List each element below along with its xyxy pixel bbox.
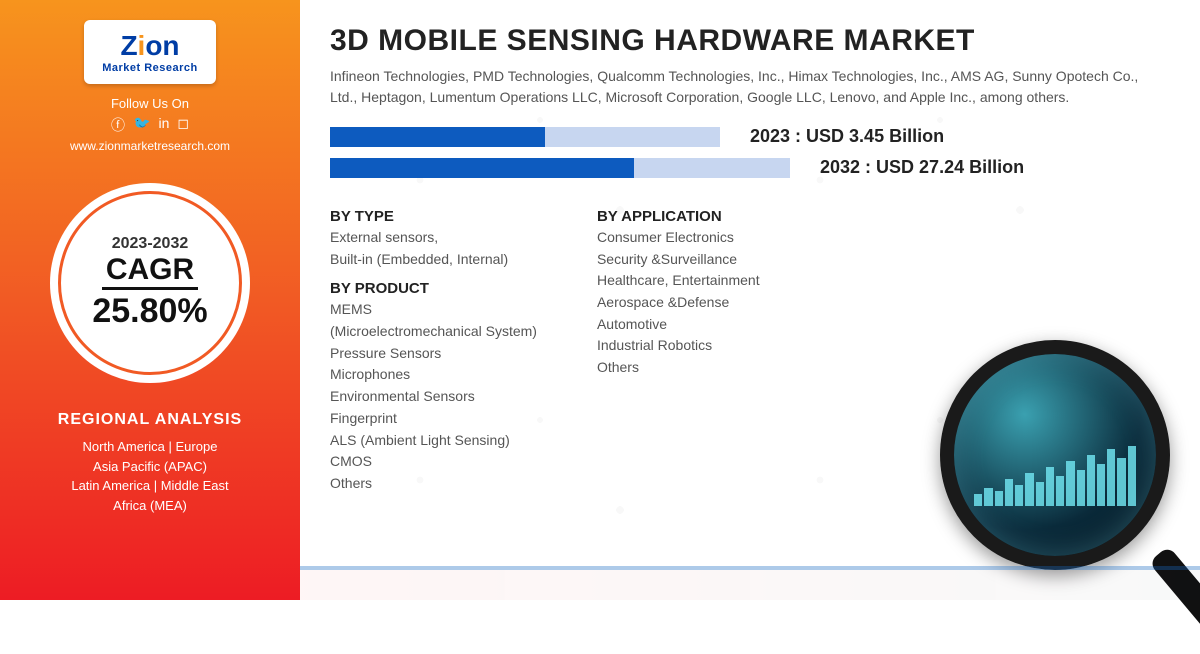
magnifier-lens <box>940 340 1170 570</box>
bar-row-2032: 2032 : USD 27.24 Billion <box>330 157 1170 178</box>
cagr-circle: 2023-2032 CAGR 25.80% <box>50 183 250 383</box>
seg-title-application: BY APPLICATION <box>597 208 760 225</box>
seg-items-product: MEMS (Microelectromechanical System) Pre… <box>330 299 537 494</box>
bar-fill <box>330 158 634 178</box>
bar-track <box>330 158 790 178</box>
seg-items-type: External sensors, Built-in (Embedded, In… <box>330 227 537 270</box>
cagr-label: CAGR <box>102 253 198 290</box>
footer-data-strip <box>300 566 1200 600</box>
website-url[interactable]: www.zionmarketresearch.com <box>70 139 230 153</box>
bar-track <box>330 127 720 147</box>
market-size-bars: 2023 : USD 3.45 Billion 2032 : USD 27.24… <box>330 126 1170 178</box>
social-icons-row: ⓕ 🐦 in ◻ <box>111 115 189 135</box>
logo-letter: Z <box>120 30 137 61</box>
follow-label: Follow Us On <box>111 96 189 111</box>
logo-line2: Market Research <box>102 62 198 74</box>
twitter-icon[interactable]: 🐦 <box>133 115 150 135</box>
segments-col-1: BY TYPE External sensors, Built-in (Embe… <box>330 198 537 495</box>
cagr-period: 2023-2032 <box>112 235 189 253</box>
linkedin-icon[interactable]: in <box>158 115 169 135</box>
segments-col-2: BY APPLICATION Consumer Electronics Secu… <box>597 198 760 495</box>
instagram-icon[interactable]: ◻ <box>177 115 189 135</box>
logo: Zion Market Research <box>84 20 216 84</box>
bar-fill <box>330 127 545 147</box>
logo-letter: on <box>145 30 179 61</box>
bar-label: 2023 : USD 3.45 Billion <box>750 126 944 147</box>
regional-line: Latin America | Middle East <box>71 476 228 496</box>
regional-line: Asia Pacific (APAC) <box>71 457 228 477</box>
regional-list: North America | Europe Asia Pacific (APA… <box>71 437 228 515</box>
facebook-icon[interactable]: ⓕ <box>111 115 125 135</box>
bar-label: 2032 : USD 27.24 Billion <box>820 157 1024 178</box>
cagr-value: 25.80% <box>92 292 207 331</box>
main-content: 3D MOBILE SENSING HARDWARE MARKET Infine… <box>300 0 1200 600</box>
seg-items-application: Consumer Electronics Security &Surveilla… <box>597 227 760 379</box>
page-title: 3D MOBILE SENSING HARDWARE MARKET <box>330 24 1170 58</box>
regional-line: Africa (MEA) <box>71 496 228 516</box>
seg-title-product: BY PRODUCT <box>330 280 537 297</box>
regional-title: REGIONAL ANALYSIS <box>58 411 242 429</box>
magnifier-chart-icon <box>974 446 1136 506</box>
logo-line1: Zion <box>102 30 198 62</box>
sidebar: Zion Market Research Follow Us On ⓕ 🐦 in… <box>0 0 300 600</box>
companies-text: Infineon Technologies, PMD Technologies,… <box>330 66 1150 108</box>
seg-title-type: BY TYPE <box>330 208 537 225</box>
regional-line: North America | Europe <box>71 437 228 457</box>
bar-row-2023: 2023 : USD 3.45 Billion <box>330 126 1170 147</box>
